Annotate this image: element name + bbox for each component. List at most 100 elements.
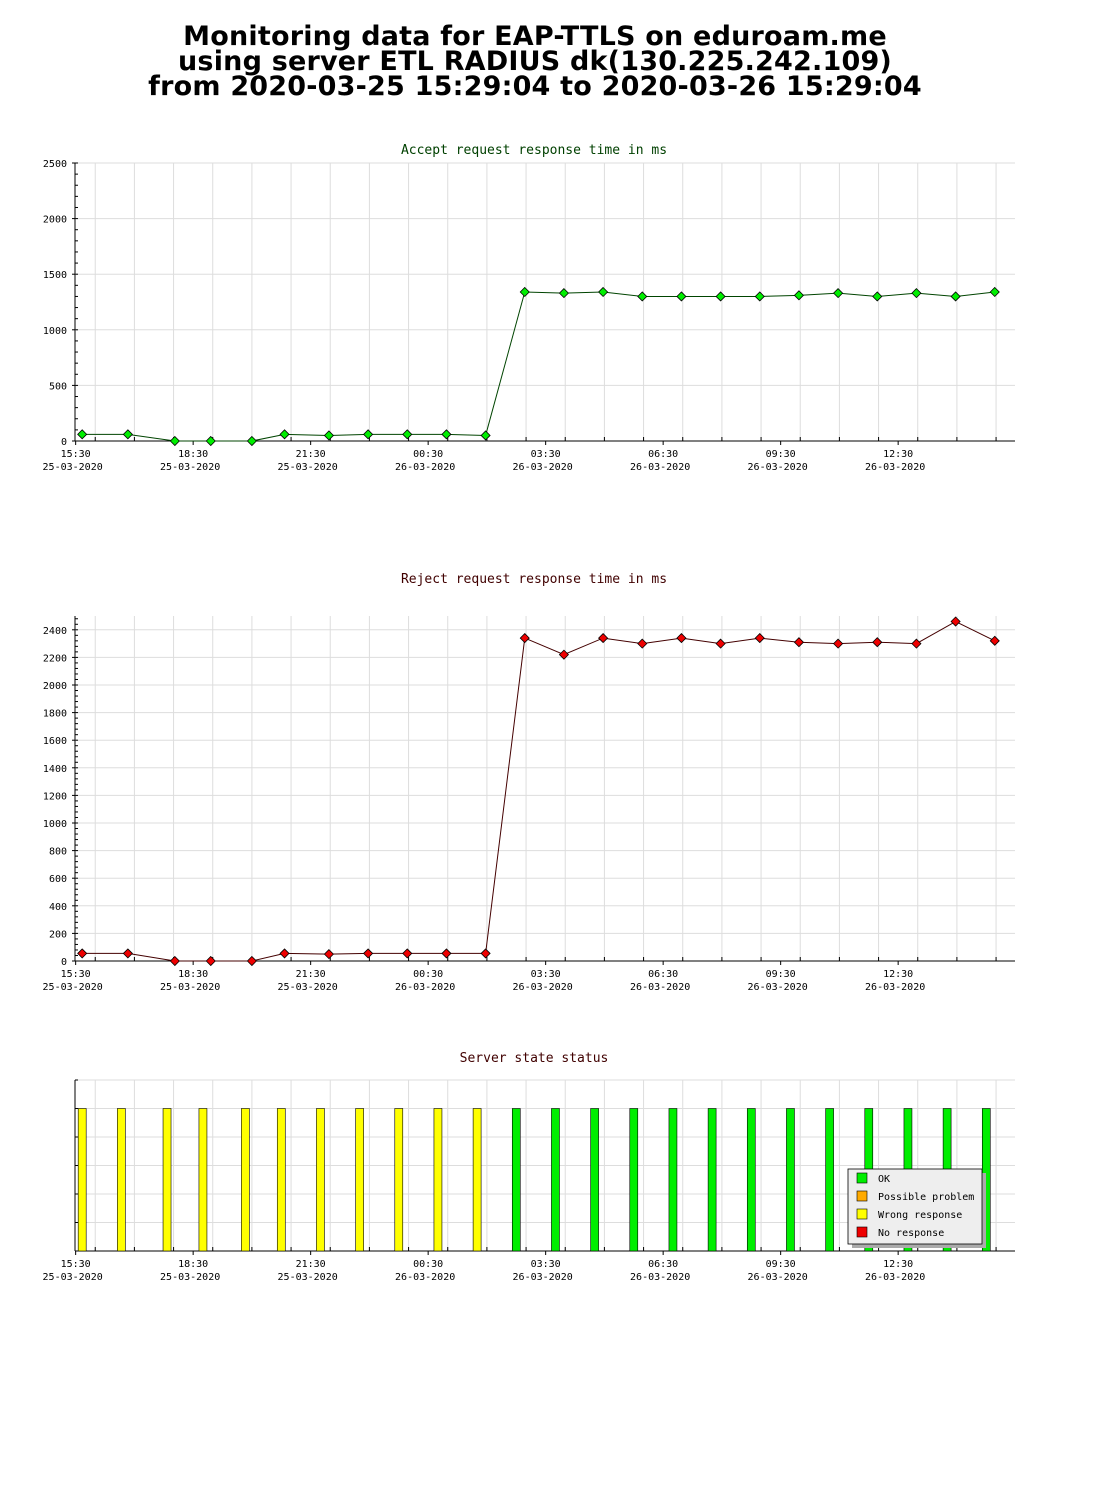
x-tick-date-label: 26-03-2020 xyxy=(630,982,690,993)
series-line xyxy=(82,291,995,442)
status-bar xyxy=(433,1108,443,1252)
data-point xyxy=(989,635,1000,646)
x-tick-date-label: 26-03-2020 xyxy=(513,462,573,473)
x-tick-date-label: 25-03-2020 xyxy=(278,982,338,993)
page-title-line-1: Monitoring data for EAP-TTLS on eduroam.… xyxy=(183,21,887,52)
data-point xyxy=(598,633,609,644)
y-tick-label: 1000 xyxy=(43,819,67,830)
x-tick-date-label: 25-03-2020 xyxy=(160,982,220,993)
x-tick-time-label: 00:30 xyxy=(413,1259,443,1270)
y-tick-label: 400 xyxy=(49,902,67,913)
y-tick-label: 200 xyxy=(49,929,67,940)
x-tick-time-label: 21:30 xyxy=(296,969,326,980)
chart-title: Accept request response time in ms xyxy=(401,143,667,158)
data-point xyxy=(872,291,883,302)
data-point xyxy=(441,429,452,440)
x-tick-date-label: 26-03-2020 xyxy=(748,982,808,993)
data-point xyxy=(989,286,1000,298)
x-tick-time-label: 15:30 xyxy=(61,449,91,460)
x-tick-date-label: 25-03-2020 xyxy=(278,1272,338,1283)
y-tick-label: 2200 xyxy=(43,653,67,664)
x-tick-time-label: 21:30 xyxy=(296,1259,326,1270)
data-point xyxy=(911,638,922,649)
x-tick-date-label: 26-03-2020 xyxy=(630,1272,690,1283)
data-point xyxy=(715,291,726,302)
legend-label: OK xyxy=(878,1174,890,1185)
data-point xyxy=(637,291,648,302)
data-point xyxy=(246,955,257,967)
status-bar xyxy=(162,1108,172,1252)
data-point xyxy=(558,649,569,660)
x-tick-time-label: 03:30 xyxy=(531,449,561,460)
status-bar xyxy=(276,1108,286,1252)
status-bar xyxy=(629,1108,639,1252)
page-title-line-2: using server ETL RADIUS dk(130.225.242.1… xyxy=(178,46,892,77)
x-tick-date-label: 26-03-2020 xyxy=(630,462,690,473)
data-point xyxy=(754,633,765,644)
status-bar xyxy=(590,1108,599,1252)
data-point xyxy=(793,637,804,648)
legend: OK Possible problem Wrong response No respo… xyxy=(847,1168,986,1248)
data-point xyxy=(480,430,491,441)
data-point xyxy=(363,429,374,440)
y-tick-label: 500 xyxy=(49,381,67,392)
chart-title: Reject request response time in ms xyxy=(401,572,667,587)
status-bar xyxy=(668,1108,678,1252)
data-point xyxy=(363,948,374,959)
data-point xyxy=(402,948,413,959)
y-tick-label: 0 xyxy=(61,957,67,968)
y-tick-label: 1400 xyxy=(43,764,67,775)
x-tick-time-label: 06:30 xyxy=(648,969,678,980)
y-tick-label: 1800 xyxy=(43,709,67,720)
legend-swatch xyxy=(856,1226,868,1238)
data-point xyxy=(676,633,687,644)
data-point xyxy=(122,429,133,440)
legend-label: Possible problem xyxy=(878,1192,974,1203)
data-point xyxy=(950,616,961,627)
data-point xyxy=(833,638,844,649)
x-tick-time-label: 12:30 xyxy=(883,449,913,460)
x-tick-time-label: 06:30 xyxy=(648,449,678,460)
data-point xyxy=(169,955,180,967)
x-tick-time-label: 00:30 xyxy=(413,969,443,980)
x-tick-time-label: 12:30 xyxy=(883,1259,913,1270)
status-bar xyxy=(77,1108,87,1252)
x-tick-date-label: 25-03-2020 xyxy=(43,1272,103,1283)
x-tick-date-label: 26-03-2020 xyxy=(865,462,925,473)
data-point xyxy=(558,288,569,299)
data-point xyxy=(402,429,413,440)
legend-label: Wrong response xyxy=(878,1210,962,1221)
data-point xyxy=(637,638,648,649)
x-tick-time-label: 09:30 xyxy=(766,969,796,980)
data-point xyxy=(833,288,844,299)
data-point xyxy=(676,291,687,302)
data-point xyxy=(246,435,257,447)
x-tick-date-label: 26-03-2020 xyxy=(513,982,573,993)
chart-reject: 15:30 25-03-2020 18:30 25-03-2020 21:30 25-03… xyxy=(43,572,1015,993)
chart-accept: 15:30 25-03-2020 18:30 25-03-2020 21:30 25-03… xyxy=(43,143,1015,473)
y-tick-label: 0 xyxy=(61,437,67,448)
chart-status: 15:30 25-03-2020 18:30 25-03-2020 21:30 25-03… xyxy=(43,1051,1015,1283)
data-point xyxy=(911,288,922,299)
status-bar xyxy=(786,1108,795,1252)
status-bar xyxy=(472,1108,482,1252)
data-point xyxy=(598,286,609,298)
x-tick-time-label: 18:30 xyxy=(178,1259,208,1270)
data-point xyxy=(950,291,961,302)
data-point xyxy=(323,949,334,960)
status-bar xyxy=(511,1108,521,1252)
data-point xyxy=(441,948,452,959)
page-title-line-3: from 2020-03-25 15:29:04 to 2020-03-26 1… xyxy=(148,71,922,102)
y-tick-label: 800 xyxy=(49,847,67,858)
data-point xyxy=(279,429,290,440)
x-tick-time-label: 03:30 xyxy=(531,1259,561,1270)
data-point xyxy=(122,948,133,959)
x-tick-date-label: 26-03-2020 xyxy=(395,462,455,473)
x-tick-time-label: 03:30 xyxy=(531,969,561,980)
data-point xyxy=(169,435,180,447)
status-bar xyxy=(394,1108,404,1252)
status-bar xyxy=(241,1108,250,1252)
data-point xyxy=(77,948,88,959)
y-tick-label: 1600 xyxy=(43,736,67,747)
